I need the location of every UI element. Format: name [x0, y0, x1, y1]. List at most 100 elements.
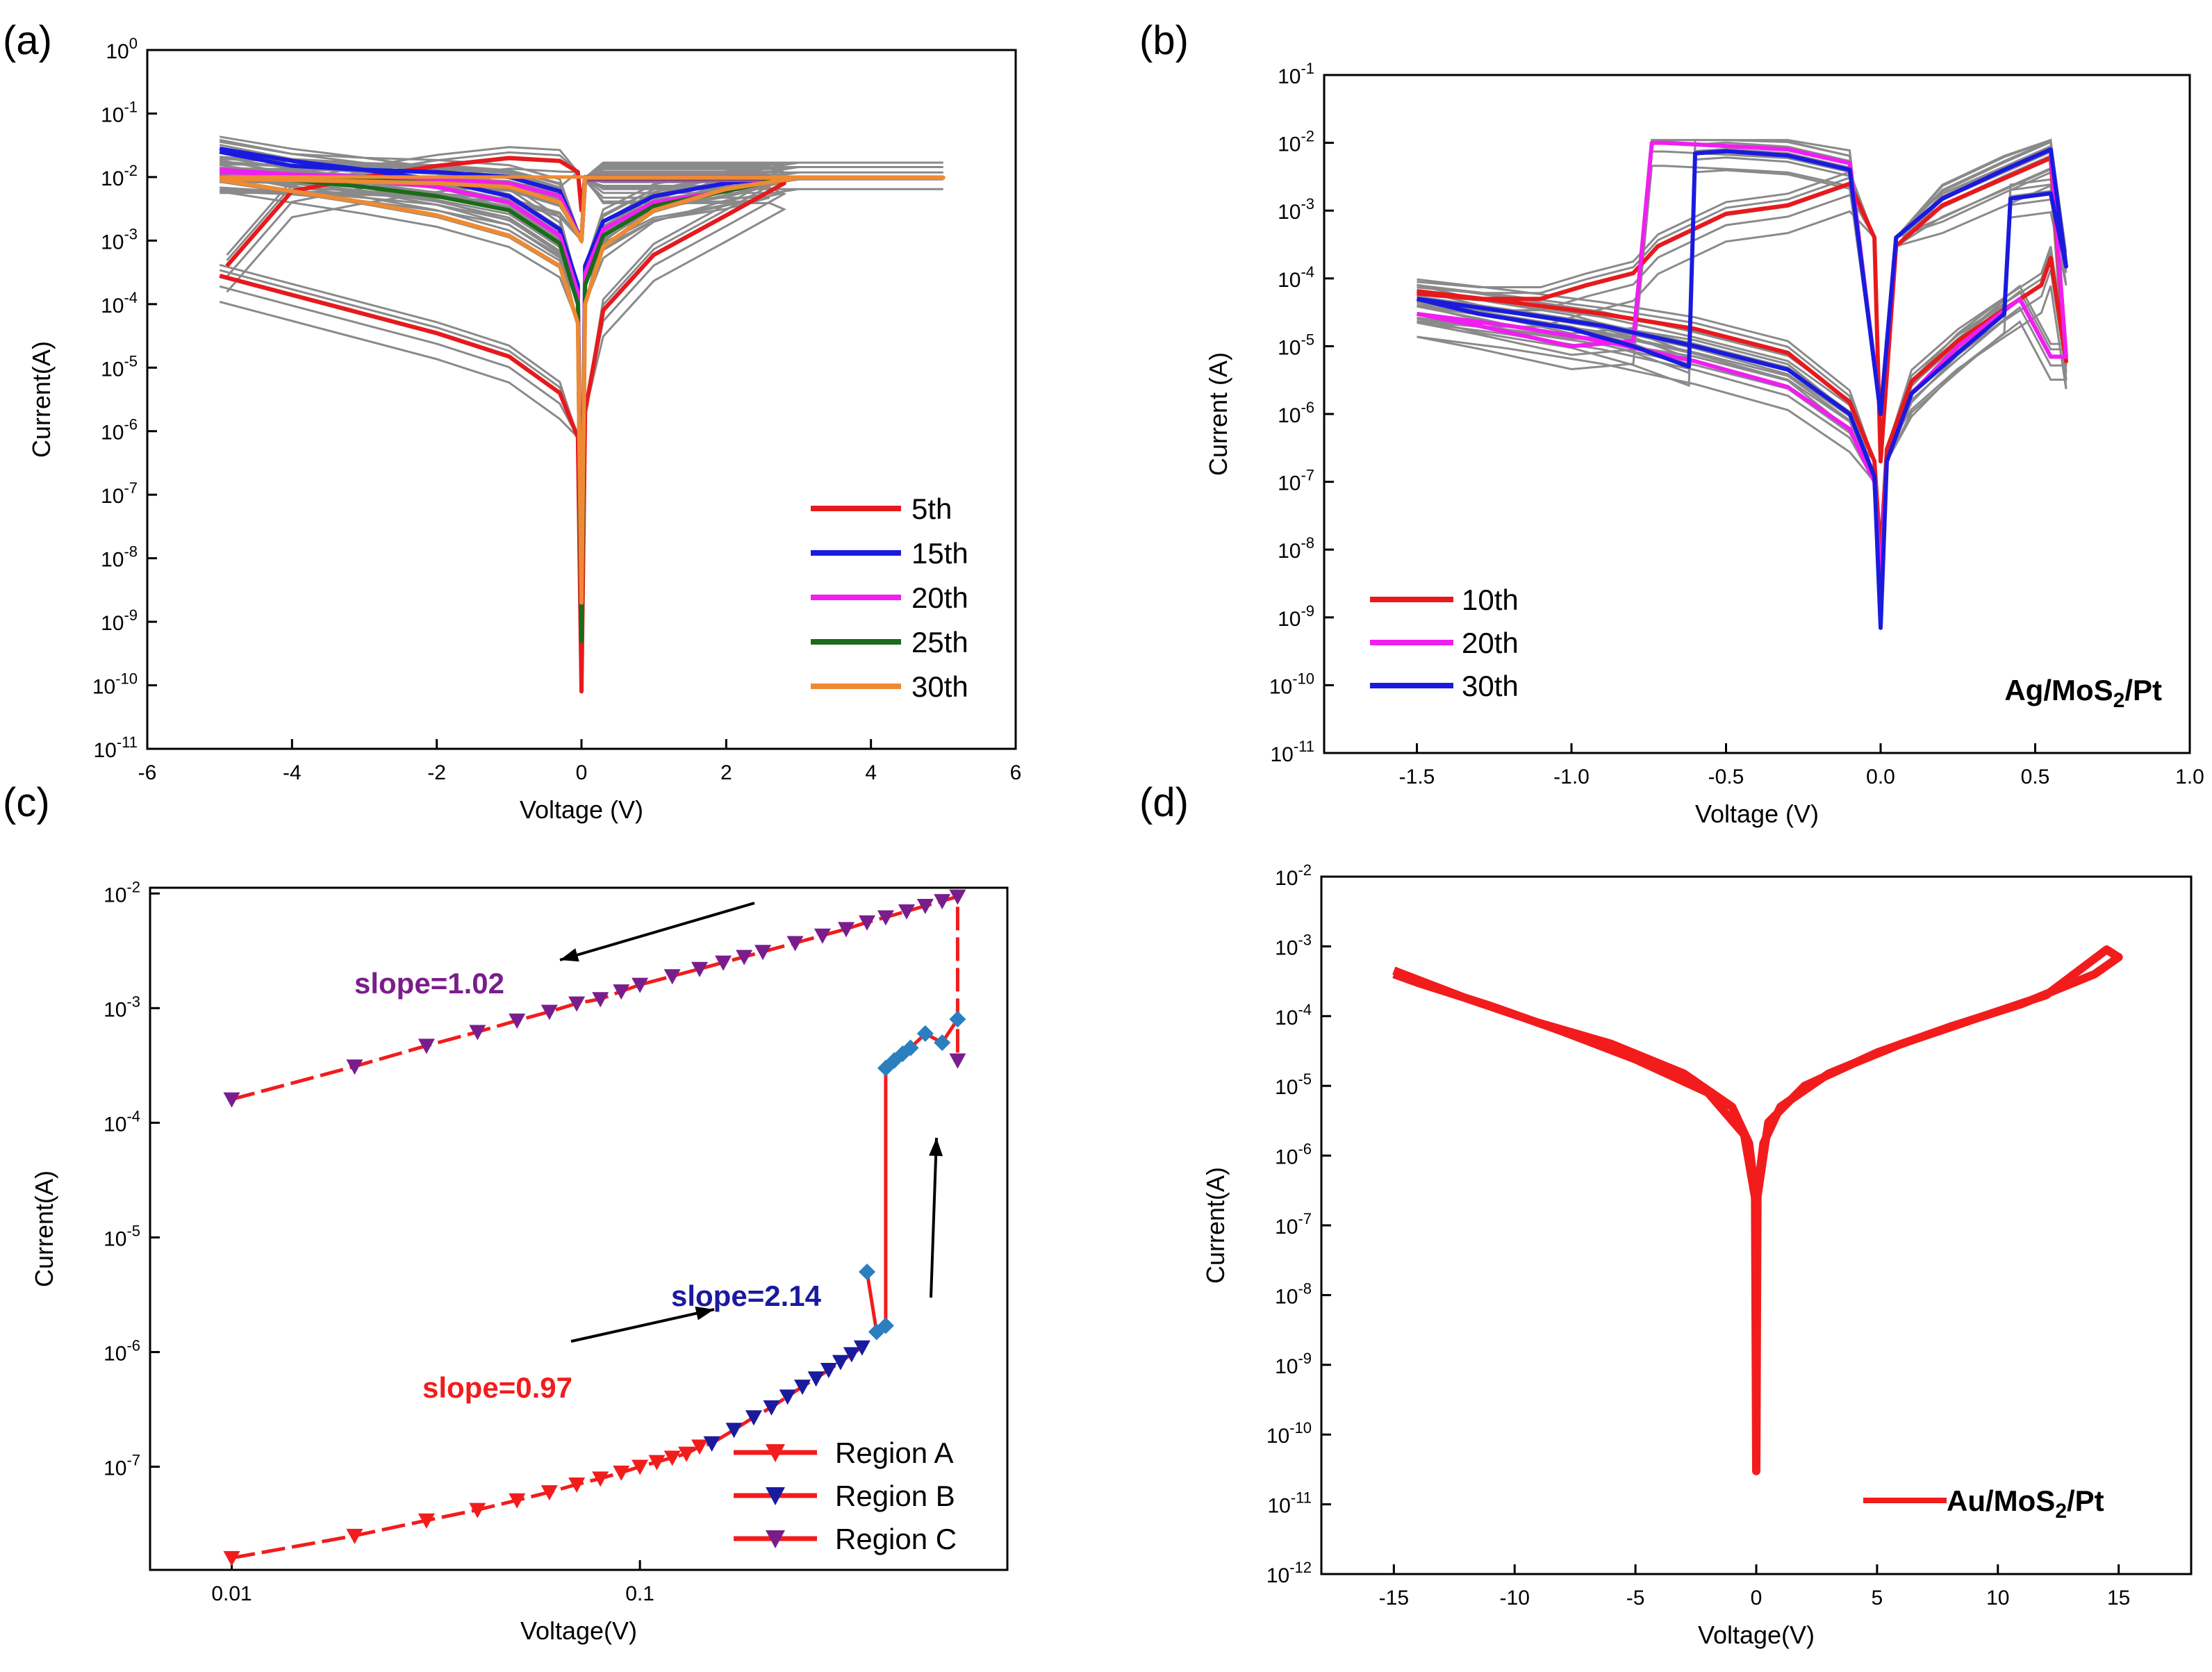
data-point — [859, 915, 876, 931]
y-tick-label: 10-11 — [1270, 738, 1314, 766]
data-point — [898, 904, 915, 920]
legend-label: Au/MoS2/Pt — [1947, 1484, 2104, 1523]
y-tick-label: 10-8 — [1278, 534, 1314, 563]
y-tick-label: 10-3 — [1278, 195, 1314, 224]
background-cycle-line — [219, 169, 756, 603]
panel-d: (d)10-210-310-410-510-610-710-810-910-10… — [1139, 780, 2193, 1649]
y-axis-label: Current(A) — [27, 341, 56, 458]
x-tick-label: 0 — [576, 761, 588, 784]
y-tick-label: 10-4 — [101, 289, 138, 317]
data-point — [779, 1389, 796, 1405]
data-point — [934, 894, 951, 910]
background-cycle-line — [1417, 154, 2067, 628]
data-point — [763, 1400, 780, 1416]
x-tick-label: 6 — [1010, 761, 1022, 784]
y-tick-label: 100 — [106, 35, 138, 63]
x-tick-label: 0.1 — [625, 1582, 654, 1605]
y-tick-label: 10-5 — [104, 1222, 140, 1250]
y-tick-label: 10-8 — [1275, 1280, 1312, 1308]
x-axis-label: Voltage (V) — [1695, 800, 1819, 828]
data-point — [568, 996, 586, 1012]
y-tick-label: 10-4 — [1275, 1001, 1312, 1029]
x-tick-label: -6 — [138, 761, 157, 784]
x-tick-label: 0 — [1751, 1587, 1763, 1609]
data-point — [949, 1053, 966, 1069]
panel-b: (b) 10-1 10-2 10-3 10-4 10-5 10-6 10-7 10-8 10-9 1… — [1139, 18, 2204, 828]
data-point — [540, 1004, 558, 1020]
x-tick-label: 10 — [1986, 1587, 2009, 1609]
y-axis-label: Current (A) — [1204, 352, 1232, 476]
arrow-shaft — [570, 1308, 715, 1343]
x-tick-label: -10 — [1500, 1587, 1530, 1609]
data-point — [613, 1465, 630, 1481]
plot-area — [1416, 138, 2068, 630]
data-point — [754, 945, 772, 961]
device-label: Ag/MoS2/Pt — [2004, 674, 2162, 712]
background-cycle-line — [219, 158, 787, 692]
x-tick-label: 2 — [720, 761, 732, 784]
y-tick-label: 10-5 — [1278, 331, 1314, 359]
legend-label: Region C — [835, 1523, 957, 1555]
data-point — [859, 1264, 876, 1281]
data-point — [703, 1436, 720, 1452]
y-tick-label: 10-9 — [1278, 602, 1314, 631]
background-cycle-line — [220, 172, 785, 641]
arrow-head — [929, 1138, 943, 1157]
data-point — [832, 1355, 849, 1371]
plot-area — [219, 135, 946, 694]
data-point — [568, 1478, 586, 1493]
data-point — [592, 1471, 609, 1487]
y-tick-label: 10-5 — [1275, 1070, 1312, 1099]
slope-annotation: slope=1.02 — [354, 967, 504, 1000]
data-point — [613, 984, 630, 1000]
x-tick-label: -1.0 — [1553, 765, 1590, 788]
x-tick-label: 0.5 — [2021, 765, 2050, 788]
y-tick-label: 10-7 — [101, 479, 138, 508]
x-tick-label: 5 — [1872, 1587, 1883, 1609]
x-tick-label: -1.5 — [1399, 765, 1435, 788]
x-tick-label: 15 — [2107, 1587, 2130, 1609]
y-tick-label: 10-10 — [1269, 670, 1314, 698]
data-point — [509, 1493, 526, 1509]
background-cycle-line — [219, 161, 943, 603]
data-point — [902, 1039, 919, 1057]
y-tick-label: 10-3 — [104, 993, 140, 1021]
data-point — [934, 1034, 951, 1051]
data-point — [820, 1362, 837, 1378]
y-tick-label: 10-8 — [101, 543, 138, 572]
data-point — [469, 1503, 486, 1518]
x-tick-label: -15 — [1379, 1587, 1409, 1609]
background-cycle-line — [220, 177, 785, 641]
background-cycle-line — [219, 140, 756, 603]
legend-label: 25th — [911, 626, 968, 659]
y-tick-label: 10-11 — [1267, 1489, 1312, 1518]
arrows — [559, 902, 943, 1343]
data-point — [877, 910, 894, 926]
data-point — [916, 899, 934, 915]
y-tick-label: 10-3 — [101, 225, 138, 254]
series-line-30th — [219, 175, 946, 605]
data-point — [949, 889, 966, 905]
y-tick-label: 10-6 — [101, 416, 138, 445]
background-cycle-line — [219, 176, 943, 603]
y-axis-label: Current(A) — [1201, 1167, 1230, 1284]
background-cycle-line — [1417, 184, 2067, 556]
panel-c: (c) 10-2 10-3 10-4 10-5 10-6 10-7 0.01 0.1 Voltag… — [3, 780, 1009, 1645]
y-tick-label: 10-2 — [1275, 861, 1312, 890]
data-point — [877, 1317, 894, 1334]
data-point — [678, 1446, 695, 1462]
x-axis-label: Voltage(V) — [1698, 1621, 1815, 1649]
data-point — [916, 1025, 934, 1042]
x-tick-label: 4 — [865, 761, 877, 784]
x-axis-label: Voltage(V) — [520, 1616, 637, 1645]
series-line-25th — [220, 174, 786, 643]
data-point — [853, 1340, 870, 1356]
x-tick-label: 1.0 — [2175, 765, 2204, 788]
series-line-5th — [219, 156, 786, 694]
data-point — [592, 992, 609, 1008]
y-tick-label: 10-2 — [1278, 128, 1314, 156]
y-tick-label: 10-1 — [1278, 60, 1314, 88]
arrow-shaft — [930, 1137, 938, 1298]
legend-label: 30th — [1462, 670, 1519, 702]
data-point — [837, 922, 855, 938]
